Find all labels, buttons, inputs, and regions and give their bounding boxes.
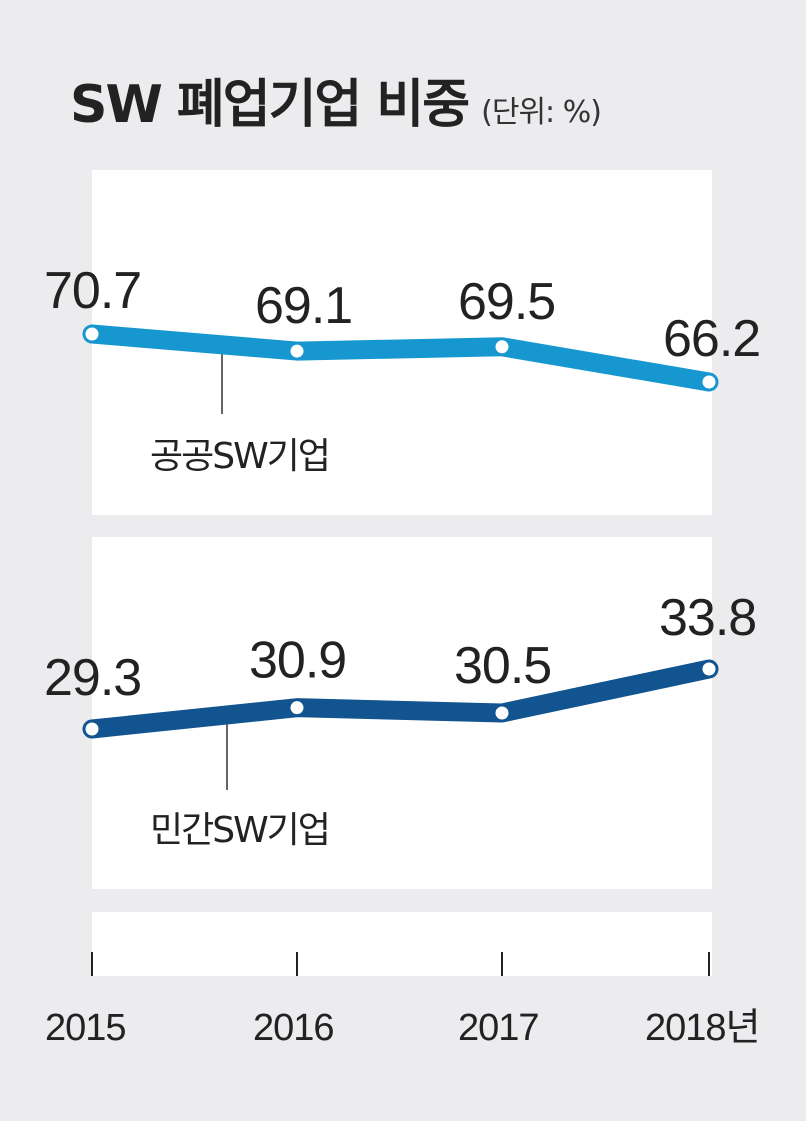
chart-unit: (단위: %) — [481, 95, 602, 130]
data-label-private-2015: 29.3 — [44, 649, 141, 707]
data-point-private-2017 — [495, 706, 509, 720]
data-label-private-2017: 30.5 — [454, 637, 551, 695]
data-point-private-2018년 — [702, 662, 716, 676]
series-line-private — [82, 659, 719, 739]
x-tick-label-0: 2015 — [45, 1007, 126, 1049]
data-point-public-2018년 — [702, 375, 716, 389]
x-axis: 2015 2016 2017 2018년 — [45, 952, 761, 1049]
series-label-private: 민간SW기업 — [150, 810, 329, 851]
x-tick-label-2: 2017 — [458, 1007, 539, 1049]
data-point-public-2016 — [290, 344, 304, 358]
data-label-public-2016: 69.1 — [255, 277, 352, 335]
series-group: 70.7 69.1 69.5 66.2 공공SW기업 29.3 30.9 30.5 33.8 민간… — [44, 262, 761, 851]
data-label-private-2016: 30.9 — [249, 632, 346, 690]
chart-title: SW 폐업기업 비중 — [70, 75, 470, 135]
panel-axis — [92, 912, 712, 976]
data-label-public-2018년: 66.2 — [663, 310, 760, 368]
data-label-public-2015: 70.7 — [44, 262, 141, 320]
x-tick-label-3: 2018년 — [645, 1007, 760, 1049]
data-label-private-2018년: 33.8 — [659, 589, 756, 647]
data-point-private-2016 — [290, 701, 304, 715]
x-tick-label-1: 2016 — [253, 1007, 334, 1049]
data-label-public-2017: 69.5 — [458, 273, 555, 331]
series-line-public — [82, 324, 719, 392]
data-point-public-2017 — [495, 340, 509, 354]
data-point-private-2015 — [85, 722, 99, 736]
series-label-public: 공공SW기업 — [150, 436, 329, 477]
title-row: SW 폐업기업 비중 (단위: %) — [70, 62, 602, 137]
data-point-public-2015 — [85, 327, 99, 341]
